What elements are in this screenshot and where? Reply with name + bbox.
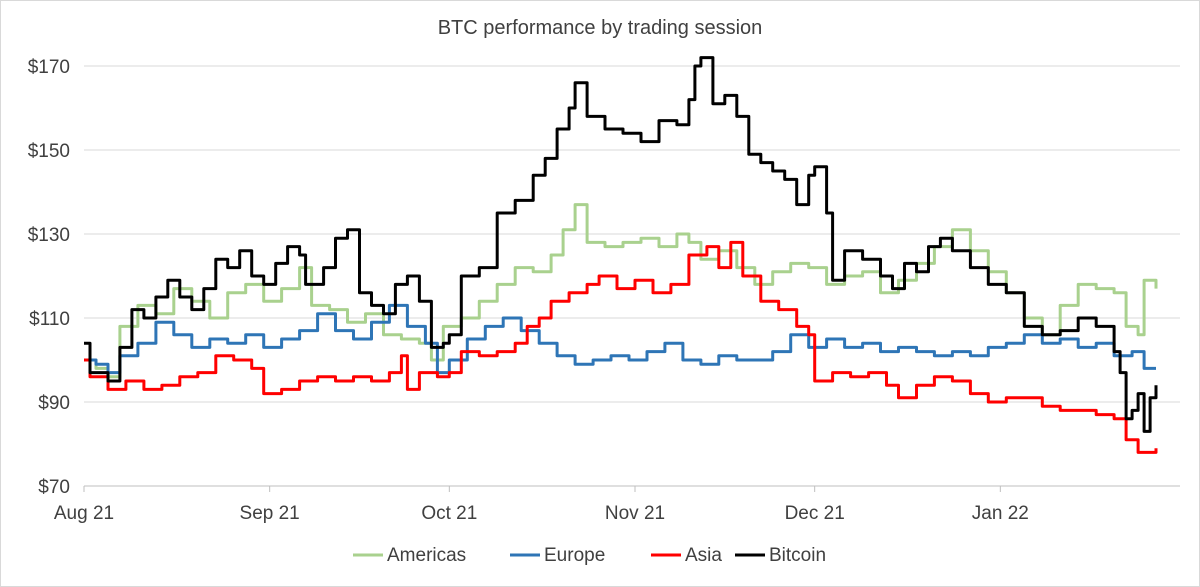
x-tick-label: Jan 22 [972, 503, 1029, 524]
x-tick-label: Sep 21 [240, 503, 300, 524]
y-tick-label: $110 [29, 309, 70, 330]
legend: Americas Europe Asia Bitcoin [353, 545, 826, 566]
legend-label: Europe [544, 545, 605, 566]
legend-label: Bitcoin [769, 545, 826, 566]
legend-label: Asia [685, 545, 722, 566]
axes: $70 $90 $110 $130 $150 $170 Aug 21 Sep 21 Oct 21… [28, 57, 1180, 524]
series-line-bitcoin [84, 56, 1158, 433]
x-tick-label: Aug 21 [54, 503, 114, 524]
series-line-americas [84, 203, 1158, 379]
y-tick-label: $130 [28, 225, 70, 246]
series-lines [84, 56, 1158, 454]
chart-title: BTC performance by trading session [438, 17, 763, 39]
series-line-asia [84, 240, 1158, 454]
legend-label: Americas [387, 545, 466, 566]
y-tick-label: $170 [28, 57, 70, 78]
gridlines [84, 65, 1180, 403]
y-tick-label: $70 [38, 477, 70, 498]
x-tick-label: Dec 21 [785, 503, 845, 524]
x-tick-label: Oct 21 [421, 503, 477, 524]
x-tick-label: Nov 21 [605, 503, 665, 524]
series-line-europe [84, 303, 1156, 375]
y-tick-label: $150 [28, 141, 70, 162]
y-tick-label: $90 [38, 393, 70, 414]
